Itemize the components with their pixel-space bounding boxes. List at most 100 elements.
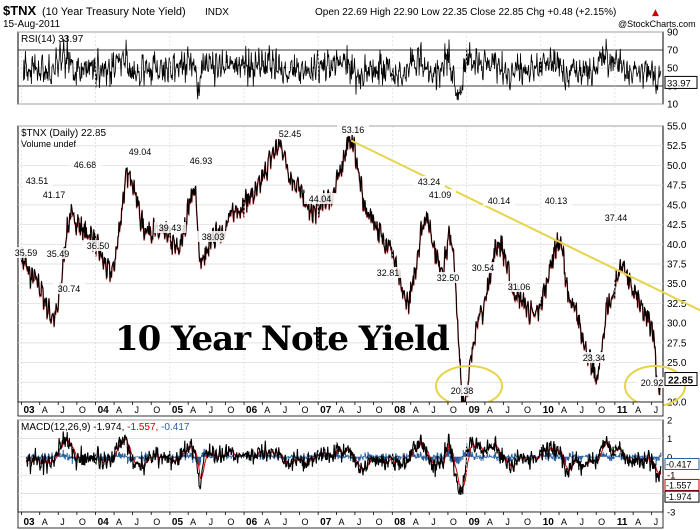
price-annotation: 30.54 [472, 263, 495, 273]
x-tick-label: A [116, 517, 122, 527]
instrument-name: (10 Year Treasury Note Yield) [42, 6, 186, 18]
rsi-tick-label: 10 [667, 100, 679, 111]
price-line [21, 134, 662, 408]
price-point [53, 316, 56, 319]
macd-label-hist: -0.417 [161, 422, 190, 433]
x-tick-label: A [338, 405, 344, 415]
price-annotation: 46.93 [190, 156, 213, 166]
price-tick-label: 42.5 [667, 220, 687, 231]
rsi-line [23, 35, 662, 101]
x-tick-label: 04 [98, 405, 110, 416]
macd-tick-label: 0 [667, 452, 672, 463]
price-point [462, 398, 465, 400]
x-tick-label: 07 [320, 405, 332, 416]
x-tick-label: J [580, 405, 585, 415]
price-point [515, 294, 517, 297]
annotation-bg [636, 377, 668, 388]
annotation-bg [10, 247, 42, 258]
x-tick-label: 11 [617, 517, 628, 528]
annotation-bg [372, 267, 404, 278]
macd-last-value: -0.417 [666, 459, 692, 469]
price-annotation: 38.03 [202, 232, 225, 242]
rsi-last-value-box [664, 75, 698, 89]
x-tick-label: 08 [394, 517, 406, 528]
x-tick-label: O [227, 517, 234, 527]
price-annotation: 30.74 [58, 284, 81, 294]
x-tick-label: A [413, 405, 419, 415]
annotation-bg [467, 262, 499, 273]
price-point [144, 227, 146, 230]
price-annotation: 23.34 [583, 353, 606, 363]
x-tick-label: O [598, 405, 605, 415]
price-annotation: 20.92 [641, 378, 664, 388]
x-tick-label: A [635, 405, 641, 415]
price-point [128, 172, 130, 174]
x-tick-label: A [116, 405, 122, 415]
x-axis-frame [17, 401, 664, 417]
price-point [406, 300, 409, 302]
macd-label-main: MACD(12,26,9) -1.974, [21, 422, 127, 433]
x-tick-label: 04 [98, 517, 110, 528]
x-tick-label: 03 [23, 405, 35, 416]
price-annotation: 53.16 [342, 125, 365, 135]
annotation-bg [600, 212, 632, 223]
annotation-bg [274, 128, 306, 139]
price-tick-label: 25.0 [667, 358, 687, 369]
price-annotation: 20.38 [451, 386, 474, 396]
price-point [385, 239, 387, 242]
annotation-bg [540, 195, 572, 206]
x-tick-label: 07 [320, 517, 332, 528]
annotation-bg [432, 272, 464, 283]
annotation-bg [197, 231, 229, 242]
annotation-bg [413, 176, 445, 187]
x-tick-label: O [301, 517, 308, 527]
price-point [596, 374, 599, 377]
price-annotation: 49.04 [129, 147, 152, 157]
x-tick-label: J [209, 517, 214, 527]
x-tick-label: O [301, 405, 308, 415]
price-legend-volume: Volume undef [21, 139, 77, 149]
price-annotation: 32.50 [437, 273, 460, 283]
x-tick-label: A [190, 405, 196, 415]
macd-label-signal: -1.557, [127, 422, 161, 433]
price-tick-label: 37.5 [667, 260, 687, 271]
price-tick-label: 27.5 [667, 338, 687, 349]
annotation-bg [21, 175, 53, 186]
annotation-bg [53, 283, 85, 294]
up-arrow-icon: ▲ [652, 8, 659, 18]
x-tick-label: A [42, 517, 48, 527]
price-last-value-box [664, 372, 698, 387]
x-tick-label: J [60, 517, 64, 527]
macd-last-value: -1.557 [666, 480, 692, 490]
x-tick-label: J [654, 405, 659, 415]
x-tick-label: A [338, 517, 344, 527]
price-point [607, 302, 610, 305]
x-tick-label: J [505, 517, 510, 527]
macd-last-value-box [664, 478, 700, 491]
x-tick-label: J [431, 517, 436, 527]
price-point [70, 215, 72, 218]
x-tick-label: 05 [172, 517, 184, 528]
trendline [350, 139, 700, 312]
x-tick-label: O [153, 405, 160, 415]
price-point [279, 145, 281, 147]
x-tick-label: A [264, 405, 270, 415]
price-annotation: 41.17 [43, 190, 66, 200]
macd-last-value-box [664, 490, 700, 503]
price-tick-label: 32.5 [667, 299, 687, 310]
x-tick-label: O [79, 517, 86, 527]
annotation-bg [82, 240, 114, 251]
x-tick-label: A [487, 517, 493, 527]
x-tick-label: O [153, 517, 160, 527]
x-tick-label: A [413, 517, 419, 527]
x-tick-label: 06 [246, 405, 258, 416]
x-tick-label: J [431, 405, 436, 415]
annotation-bg [69, 159, 101, 170]
x-tick-label: O [376, 517, 383, 527]
price-annotation: 36.50 [87, 241, 110, 251]
x-tick-label: 09 [469, 405, 481, 416]
x-tick-label: J [209, 405, 214, 415]
price-point [533, 313, 536, 316]
rsi-last-value: 33.97 [667, 78, 691, 89]
